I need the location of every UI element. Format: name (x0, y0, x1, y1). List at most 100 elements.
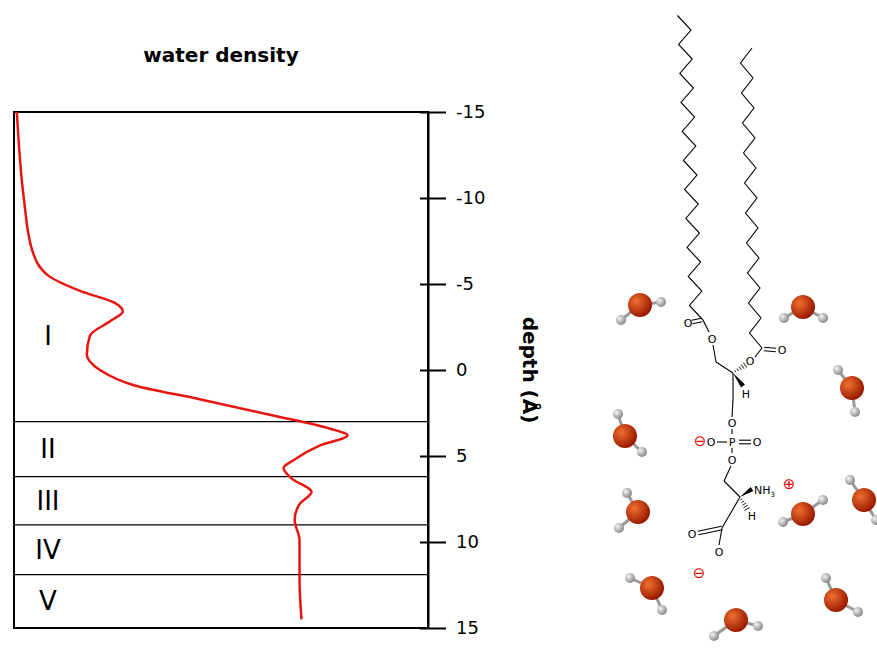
water (709, 608, 763, 641)
water-oxygen (824, 588, 848, 612)
hashed-bond (741, 501, 744, 503)
charge: ⊕ (783, 475, 796, 493)
atom-label: O (708, 333, 717, 346)
tick: 15 (420, 617, 479, 638)
lipid-diagram: OOOOHOPOOONH3HOO⊖⊕⊖ (613, 16, 877, 642)
bond (692, 322, 702, 324)
atom-label: O (688, 528, 697, 541)
acyl-chain (741, 48, 763, 348)
water-hydrogen (625, 573, 635, 583)
tick-mark (420, 628, 446, 630)
atom-label: P (729, 436, 736, 449)
water (779, 295, 828, 323)
water-oxygen (791, 502, 815, 526)
tick-label: -10 (456, 187, 485, 208)
water (616, 293, 666, 325)
tick-mark (420, 284, 446, 286)
water-hydrogen (709, 631, 719, 641)
atom-label: O (753, 436, 762, 449)
water-oxygen (840, 376, 864, 400)
water-oxygen (852, 488, 876, 512)
bond (732, 373, 733, 400)
plot-area (14, 112, 428, 619)
hashed-bond (740, 499, 742, 500)
tick-label: -5 (456, 273, 474, 294)
water (821, 573, 863, 617)
tick: -10 (420, 187, 485, 208)
tick-mark (420, 542, 446, 544)
tick-mark (420, 112, 446, 114)
water-hydrogen (657, 605, 667, 615)
region-label: II (40, 434, 55, 464)
atom-label: O (778, 344, 787, 357)
tick-mark (420, 370, 446, 372)
water-oxygen (628, 293, 652, 317)
region-boundary (14, 476, 428, 477)
water-hydrogen (833, 365, 843, 375)
atom-label: NH3 (754, 484, 775, 499)
region-label: I (44, 321, 52, 351)
atom-label: O (715, 546, 724, 559)
water-hydrogen (850, 407, 860, 417)
water-hydrogen (845, 475, 855, 485)
hashed-bond (737, 369, 739, 372)
tick-mark (420, 456, 446, 458)
water-oxygen (640, 576, 664, 600)
region-label: III (36, 486, 59, 516)
wedge-bond (733, 373, 745, 388)
atom-label: O (684, 317, 693, 330)
tick: 10 (420, 531, 479, 552)
bond (764, 347, 776, 348)
water-hydrogen (779, 313, 789, 323)
water-hydrogen (637, 447, 647, 457)
water-hydrogen (753, 621, 763, 631)
water-hydrogen (614, 523, 624, 533)
water-hydrogen (818, 495, 828, 505)
bond (698, 530, 722, 535)
water-oxygen (626, 500, 650, 524)
atom-label: H (748, 510, 756, 523)
bond (739, 443, 751, 444)
hashed-bond (743, 505, 747, 508)
acyl-chain (677, 16, 703, 321)
hashed-bond (735, 371, 736, 373)
region-boundary (14, 524, 428, 525)
water-hydrogen (853, 607, 863, 617)
charge: ⊖ (693, 564, 706, 582)
tick-label: 10 (456, 531, 479, 552)
hashed-bond (742, 503, 746, 505)
water (614, 488, 650, 533)
water-hydrogen (778, 517, 788, 527)
figure: IIIIIIIVV-15-10-5051015water densitydept… (0, 0, 877, 648)
bond (692, 318, 702, 320)
tick-mark (420, 198, 446, 200)
water-hydrogen (821, 573, 831, 583)
water-hydrogen (871, 515, 877, 525)
bond (716, 362, 733, 373)
bond (703, 320, 709, 332)
wedge-bond (740, 487, 753, 497)
water (625, 573, 667, 615)
atom-label: H (742, 388, 750, 401)
water-oxygen (613, 424, 637, 448)
tick: -5 (420, 273, 474, 294)
water-hydrogen (656, 297, 666, 307)
region-boundary (14, 421, 428, 422)
plot-frame (14, 112, 428, 628)
hashed-bond (741, 365, 744, 369)
bond (732, 400, 733, 417)
water-oxygen (724, 608, 748, 632)
atom-label: O (728, 454, 737, 467)
water-hydrogen (613, 409, 623, 419)
tick-label: -15 (456, 101, 485, 122)
tick-label: 0 (456, 359, 467, 380)
bond (719, 528, 722, 545)
bond (724, 466, 731, 481)
water (833, 365, 864, 417)
axis-title: depth (Å) (518, 317, 542, 424)
bond (717, 441, 727, 442)
water-hydrogen (616, 315, 626, 325)
water (778, 495, 828, 527)
tick-label: 5 (456, 445, 467, 466)
water (845, 475, 877, 525)
